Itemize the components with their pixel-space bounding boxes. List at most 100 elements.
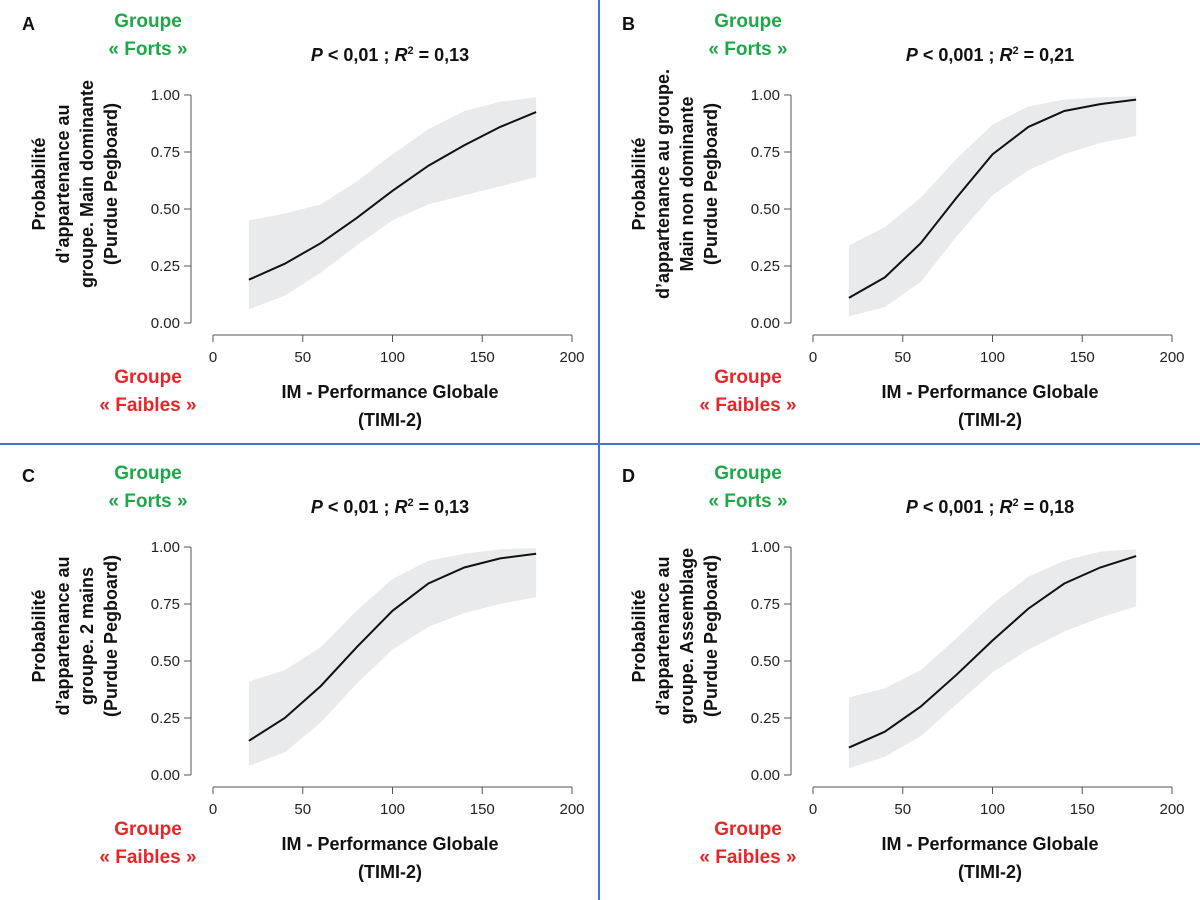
stat-r-symbol: R: [999, 45, 1013, 65]
y-tick-label: 0.50: [151, 653, 180, 670]
chart-c: 0.00 0.25 0.50 0.75 1.00 0 50 100 150 200: [151, 539, 585, 818]
panel-letter: C: [22, 466, 35, 486]
y-tick-label: 0.25: [151, 710, 180, 727]
x-tick-label: 100: [980, 349, 1005, 366]
group-weak-line2: « Faibles »: [699, 847, 797, 868]
x-axis-label: IM - Performance Globale (TIMI-2): [200, 378, 580, 434]
y-tick-label: 0.75: [751, 144, 780, 161]
x-tick-label: 50: [894, 349, 911, 366]
group-strong-label: Groupe « Forts »: [668, 8, 828, 64]
y-tick-label: 0.50: [751, 653, 780, 670]
x-axis-label-line2: (TIMI-2): [958, 410, 1022, 430]
confidence-band: [848, 549, 1137, 769]
group-strong-line2: « Forts »: [708, 491, 788, 512]
group-weak-line2: « Faibles »: [99, 395, 197, 416]
y-tick-label: 0.25: [751, 710, 780, 727]
group-strong-line1: Groupe: [114, 463, 182, 484]
x-tick-label: 200: [1159, 349, 1184, 366]
group-weak-label: Groupe « Faibles »: [668, 364, 828, 420]
confidence-band: [248, 97, 537, 310]
panel-b: B Groupe « Forts » Groupe « Faibles » P …: [600, 0, 1198, 448]
stat-p-value: < 0,001 ;: [917, 45, 1000, 65]
y-tick-label: 0.25: [151, 258, 180, 275]
x-tick-label: 0: [809, 349, 817, 366]
x-tick-label: 200: [559, 349, 584, 366]
divider-vertical: [598, 0, 600, 900]
x-tick-label: 50: [894, 801, 911, 818]
confidence-band: [248, 548, 537, 766]
panel-letter: A: [22, 14, 35, 34]
stat-label: P < 0,001 ; R2 = 0,21: [800, 45, 1180, 66]
x-tick-label: 100: [380, 801, 405, 818]
x-axis-label: IM - Performance Globale (TIMI-2): [800, 830, 1180, 886]
stat-r-symbol: R: [394, 45, 408, 65]
panel-letter: D: [622, 466, 635, 486]
chart-d: 0.00 0.25 0.50 0.75 1.00 0 50 100 150 200: [751, 539, 1185, 818]
fitted-curve: [248, 552, 537, 742]
group-weak-label: Groupe « Faibles »: [68, 364, 228, 420]
stat-p-value: < 0,001 ;: [917, 497, 1000, 517]
x-axis-label: IM - Performance Globale (TIMI-2): [200, 830, 580, 886]
stat-label: P < 0,001 ; R2 = 0,18: [800, 497, 1180, 518]
panel-a: A Groupe « Forts » Groupe « Faibles » P …: [0, 0, 598, 448]
y-tick-label: 1.00: [751, 539, 780, 556]
x-axis-label-line1: IM - Performance Globale: [881, 382, 1099, 402]
group-strong-label: Groupe « Forts »: [668, 460, 828, 516]
group-strong-line2: « Forts »: [708, 39, 788, 60]
y-tick-label: 0.50: [751, 201, 780, 218]
y-tick-label: 0.75: [751, 596, 780, 613]
x-axis-label-line1: IM - Performance Globale: [281, 834, 499, 854]
stat-r-value: = 0,18: [1018, 497, 1075, 517]
fitted-curve: [848, 98, 1137, 299]
x-tick-label: 0: [209, 349, 217, 366]
stat-p-symbol: P: [310, 45, 323, 65]
y-tick-label: 1.00: [151, 87, 180, 104]
y-tick-label: 1.00: [751, 87, 780, 104]
stat-label: P < 0,01 ; R2 = 0,13: [200, 497, 580, 518]
group-strong-line1: Groupe: [714, 11, 782, 32]
x-tick-label: 0: [809, 801, 817, 818]
x-axis-label-line2: (TIMI-2): [358, 410, 422, 430]
x-tick-label: 200: [1159, 801, 1184, 818]
x-tick-label: 100: [380, 349, 405, 366]
y-tick-label: 0.25: [751, 258, 780, 275]
x-tick-label: 150: [1070, 349, 1095, 366]
stat-r-exponent: 2: [407, 497, 414, 509]
x-axis-label-line2: (TIMI-2): [358, 862, 422, 882]
panel-c: C Groupe « Forts » Groupe « Faibles » P …: [0, 452, 598, 900]
stat-p-symbol: P: [310, 497, 323, 517]
x-axis-label: IM - Performance Globale (TIMI-2): [800, 378, 1180, 434]
y-tick-label: 0.00: [151, 767, 180, 784]
stat-r-exponent: 2: [407, 45, 414, 57]
fitted-curve: [248, 111, 537, 281]
x-tick-label: 150: [1070, 801, 1095, 818]
y-tick-label: 0.00: [151, 315, 180, 332]
stat-r-symbol: R: [394, 497, 408, 517]
group-strong-label: Groupe « Forts »: [68, 460, 228, 516]
group-weak-line1: Groupe: [714, 819, 782, 840]
group-weak-line1: Groupe: [114, 819, 182, 840]
x-axis-label-line1: IM - Performance Globale: [281, 382, 499, 402]
group-weak-line2: « Faibles »: [699, 395, 797, 416]
y-tick-label: 0.00: [751, 767, 780, 784]
group-weak-label: Groupe « Faibles »: [68, 816, 228, 872]
group-strong-line1: Groupe: [714, 463, 782, 484]
stat-r-exponent: 2: [1012, 497, 1019, 509]
panel-letter: B: [622, 14, 635, 34]
group-strong-line2: « Forts »: [108, 491, 188, 512]
stat-p-value: < 0,01 ;: [322, 497, 395, 517]
group-strong-line2: « Forts »: [108, 39, 188, 60]
x-tick-label: 100: [980, 801, 1005, 818]
y-tick-label: 0.75: [151, 596, 180, 613]
chart-b: 0.00 0.25 0.50 0.75 1.00 0 50 100 150 200: [751, 87, 1185, 366]
stat-r-value: = 0,21: [1018, 45, 1075, 65]
x-axis-label-line2: (TIMI-2): [958, 862, 1022, 882]
stat-p-value: < 0,01 ;: [322, 45, 395, 65]
group-strong-label: Groupe « Forts »: [68, 8, 228, 64]
y-tick-label: 0.00: [751, 315, 780, 332]
y-tick-label: 1.00: [151, 539, 180, 556]
x-tick-label: 150: [470, 349, 495, 366]
x-tick-label: 50: [294, 801, 311, 818]
panel-d: D Groupe « Forts » Groupe « Faibles » P …: [600, 452, 1198, 900]
group-weak-line2: « Faibles »: [99, 847, 197, 868]
